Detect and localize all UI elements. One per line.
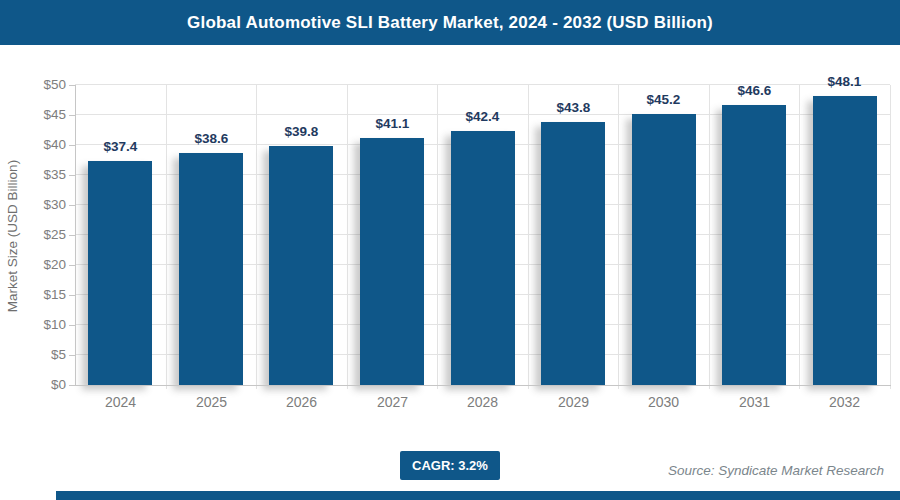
gridline-vertical [709,85,710,389]
y-axis-tick-mark [69,175,75,176]
bar [722,105,786,385]
bar-value-label: $43.8 [528,100,619,115]
cagr-badge-label: CAGR: 3.2% [412,458,488,473]
y-axis-tick-mark [69,265,75,266]
y-axis-tick-label: $5 [0,347,66,363]
y-axis-line [75,85,76,385]
bar [269,146,333,385]
bar [451,131,515,385]
y-axis-tick-label: $0 [0,377,66,393]
y-axis-tick-mark [69,295,75,296]
cagr-badge: CAGR: 3.2% [400,451,500,480]
y-axis-tick-label: $30 [0,197,66,213]
y-axis-tick-mark [69,205,75,206]
y-axis-tick-label: $25 [0,227,66,243]
y-axis-tick-mark [69,385,75,386]
y-axis-tick-mark [69,355,75,356]
y-axis-tick-label: $20 [0,257,66,273]
y-axis-tick-mark [69,325,75,326]
x-axis-tick-label: 2032 [799,394,890,410]
x-axis-tick-label: 2029 [528,394,619,410]
x-axis-line [75,385,891,386]
gridline-vertical [528,85,529,389]
y-axis-tick-mark [69,115,75,116]
x-axis-tick-label: 2031 [709,394,800,410]
bar-value-label: $37.4 [75,139,166,154]
y-axis-tick-label: $10 [0,317,66,333]
bar-value-label: $45.2 [618,92,709,107]
y-axis-tick-label: $45 [0,107,66,123]
bar [813,96,877,385]
bar-value-label: $41.1 [347,116,438,131]
bar [541,122,605,385]
chart-image: Global Automotive SLI Battery Market, 20… [0,0,900,500]
bottom-accent-bar [56,491,900,500]
x-axis-tick-label: 2027 [347,394,438,410]
y-axis-tick-mark [69,235,75,236]
x-axis-tick-label: 2025 [166,394,257,410]
x-axis-tick-label: 2024 [75,394,166,410]
x-axis-tick-label: 2030 [618,394,709,410]
source-attribution: Source: Syndicate Market Research [668,463,884,478]
bar [88,161,152,385]
bar [179,153,243,385]
gridline-vertical [799,85,800,389]
bar [632,114,696,385]
y-axis-tick-label: $15 [0,287,66,303]
title-banner: Global Automotive SLI Battery Market, 20… [0,0,900,45]
bar [360,138,424,385]
bar-value-label: $46.6 [709,83,800,98]
bar-value-label: $42.4 [437,109,528,124]
y-axis-tick-mark [69,85,75,86]
plot-area: $37.4$38.6$39.8$41.1$42.4$43.8$45.2$46.6… [75,85,890,385]
y-axis-tick-label: $35 [0,167,66,183]
x-axis-tick-label: 2028 [437,394,528,410]
bar-value-label: $38.6 [166,131,257,146]
x-axis-tick-label: 2026 [256,394,347,410]
bar-value-label: $39.8 [256,124,347,139]
bar-value-label: $48.1 [799,74,890,89]
chart-title: Global Automotive SLI Battery Market, 20… [187,13,713,33]
y-axis-tick-mark [69,145,75,146]
y-axis-tick-label: $50 [0,77,66,93]
gridline-vertical [618,85,619,389]
y-axis-tick-label: $40 [0,137,66,153]
gridline-vertical [890,85,891,389]
